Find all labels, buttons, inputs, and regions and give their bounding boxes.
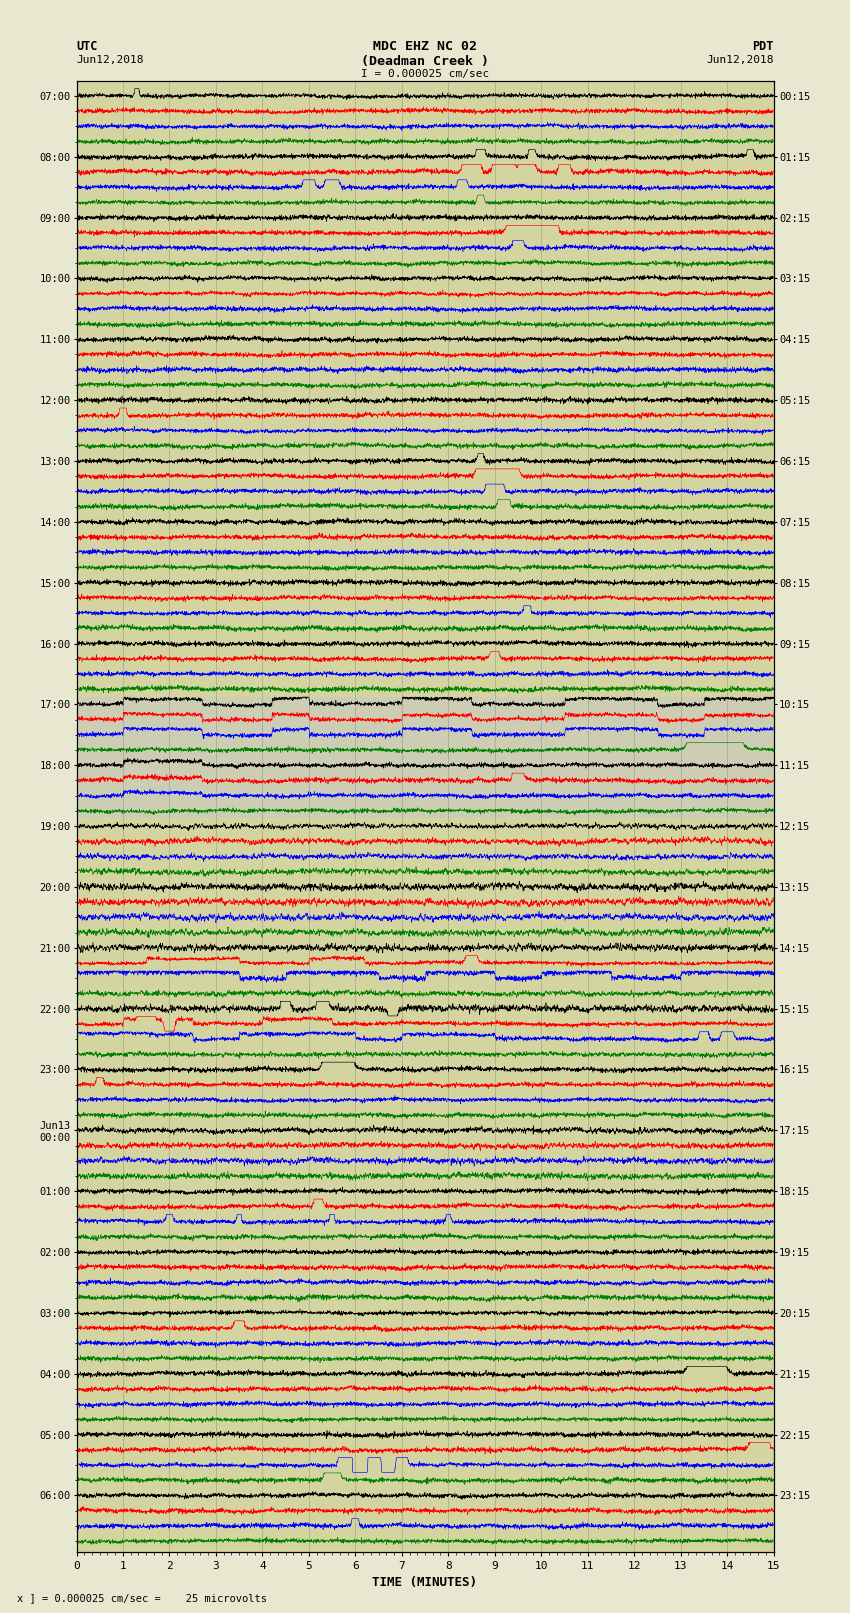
Bar <box>76 697 774 818</box>
Text: Jun12,2018: Jun12,2018 <box>706 55 774 65</box>
Text: (Deadman Creek ): (Deadman Creek ) <box>361 55 489 68</box>
Text: I = 0.000025 cm/sec: I = 0.000025 cm/sec <box>361 69 489 79</box>
X-axis label: TIME (MINUTES): TIME (MINUTES) <box>372 1576 478 1589</box>
Text: PDT: PDT <box>752 40 774 53</box>
Text: Jun12,2018: Jun12,2018 <box>76 55 144 65</box>
Text: UTC: UTC <box>76 40 98 53</box>
Text: MDC EHZ NC 02: MDC EHZ NC 02 <box>373 40 477 53</box>
Text: x ] = 0.000025 cm/sec =    25 microvolts: x ] = 0.000025 cm/sec = 25 microvolts <box>17 1594 267 1603</box>
